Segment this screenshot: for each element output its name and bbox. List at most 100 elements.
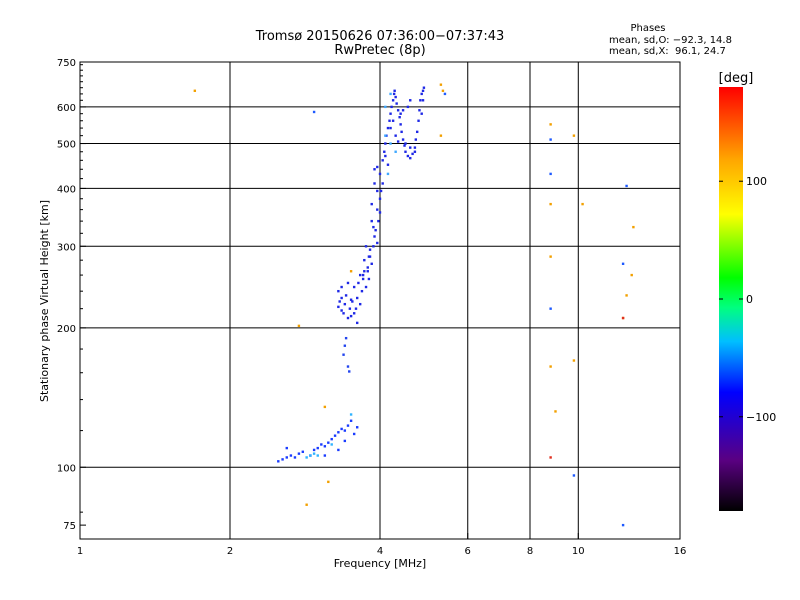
data-point: [364, 245, 368, 248]
data-point: [343, 302, 347, 306]
data-point: [441, 89, 445, 92]
colorbar-tick-label: −100: [746, 411, 776, 424]
data-point: [337, 305, 340, 309]
data-point: [349, 419, 353, 422]
data-point: [621, 316, 625, 320]
x-tick-label: 16: [674, 546, 687, 557]
x-tick-label: 2: [227, 546, 233, 557]
data-point: [360, 289, 364, 293]
data-points: [193, 83, 635, 527]
data-point: [389, 112, 392, 115]
data-point: [376, 165, 379, 169]
data-point: [349, 298, 353, 301]
data-point: [409, 146, 412, 149]
data-point: [370, 202, 373, 206]
data-point: [549, 138, 552, 141]
data-point: [554, 410, 557, 413]
phases-title: Phases: [630, 23, 665, 34]
data-point: [323, 454, 327, 457]
data-point: [384, 154, 387, 158]
data-point: [361, 273, 365, 277]
data-point: [343, 439, 347, 443]
data-point: [401, 109, 405, 112]
phases-line-o: mean, sd,O: −92.3, 14.8: [609, 35, 732, 46]
data-point: [352, 432, 356, 436]
x-tick-label: 4: [377, 546, 383, 557]
data-point: [549, 172, 552, 176]
data-point: [386, 163, 390, 166]
data-point: [625, 294, 628, 297]
data-point: [389, 92, 392, 96]
data-point: [327, 480, 330, 484]
data-point: [572, 359, 576, 362]
data-point: [399, 112, 402, 115]
data-point: [398, 115, 401, 119]
data-point: [368, 248, 372, 251]
data-point: [404, 142, 407, 145]
data-point: [337, 431, 340, 434]
data-point: [421, 89, 425, 92]
y-tick-label: 400: [57, 184, 76, 195]
data-point: [338, 300, 341, 303]
data-point: [549, 123, 552, 126]
data-point: [391, 119, 395, 122]
data-point: [363, 270, 366, 273]
data-point: [344, 336, 348, 340]
data-point: [377, 219, 380, 223]
data-point: [323, 405, 327, 409]
data-point: [372, 225, 375, 229]
data-point: [346, 424, 350, 427]
data-point: [355, 321, 359, 325]
data-point: [316, 454, 319, 457]
data-point: [621, 523, 625, 527]
x-tick-label: 10: [572, 546, 585, 557]
data-point: [384, 105, 387, 109]
data-point: [549, 365, 552, 368]
data-point: [277, 460, 280, 463]
colorbar-tick-label: 0: [746, 293, 753, 306]
data-point: [376, 208, 379, 211]
data-point: [312, 448, 316, 452]
data-point: [572, 134, 576, 137]
y-tick-label: 500: [57, 140, 76, 151]
data-point: [349, 314, 353, 318]
data-point: [352, 312, 356, 315]
data-point: [351, 300, 354, 303]
data-point: [384, 142, 387, 145]
data-point: [363, 258, 366, 262]
data-point: [630, 273, 633, 277]
colorbar: [deg] 100 0 −100: [719, 71, 776, 511]
data-point: [581, 202, 584, 206]
data-point: [409, 99, 412, 102]
data-point: [381, 182, 384, 185]
data-point: [340, 309, 343, 312]
data-point: [549, 255, 552, 258]
data-point: [395, 102, 398, 105]
data-point: [409, 156, 412, 160]
data-point: [406, 105, 410, 109]
colorbar-label: [deg]: [719, 71, 754, 86]
data-point: [342, 353, 345, 356]
data-point: [390, 105, 393, 109]
data-point: [348, 307, 352, 310]
data-point: [393, 89, 396, 92]
data-point: [373, 168, 376, 171]
colorbar-ticks: 100 0 −100: [719, 175, 776, 424]
data-point: [403, 144, 406, 147]
data-point: [355, 426, 359, 429]
y-tick-label: 75: [63, 521, 76, 532]
data-point: [378, 172, 382, 176]
data-point: [388, 119, 391, 122]
data-point: [389, 142, 392, 145]
data-point: [376, 189, 379, 193]
data-point: [281, 458, 284, 461]
data-point: [420, 92, 423, 96]
data-point: [383, 150, 386, 153]
data-point: [349, 270, 353, 273]
y-tick-label: 600: [57, 103, 76, 114]
data-point: [439, 134, 443, 137]
data-point: [305, 503, 308, 506]
data-point: [421, 99, 425, 102]
data-point: [340, 296, 343, 300]
